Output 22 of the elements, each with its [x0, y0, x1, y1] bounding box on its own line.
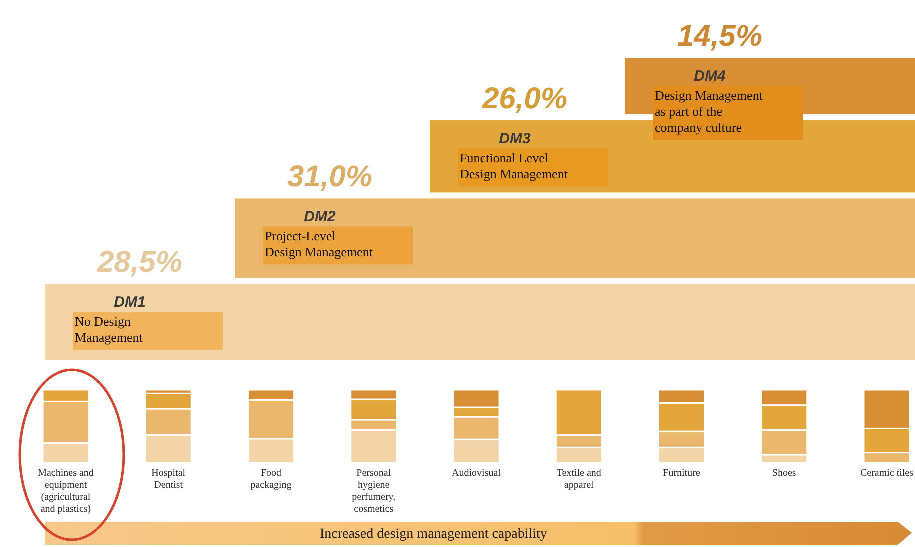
x-tick-label: Personal hygiene perfumery, cosmetics [352, 468, 396, 515]
text: Increased design management capability [320, 527, 548, 542]
x-tick-label: Ceramic tiles [860, 468, 914, 479]
x-tick-label: Audiovisual [452, 468, 502, 479]
x-tick-label: Furniture [663, 468, 701, 479]
data-label: 26,0% [481, 82, 568, 116]
data-label: 14,5% [677, 20, 763, 53]
x-tick-label: Machines and equipment (agricultural and plastics) [38, 468, 94, 515]
x-tick-label: Textile and apparel [556, 468, 602, 491]
x-tick-label: Shoes [772, 468, 796, 479]
category-label: DM1 [114, 294, 146, 312]
category-label: DM2 [304, 208, 336, 226]
category-label: DM4 [694, 68, 726, 85]
text: Project-Level Design Management [265, 228, 374, 260]
text: Design Management as part of the company culture [655, 88, 764, 135]
data-label: 28,5% [96, 246, 183, 280]
category-label: DM3 [499, 130, 532, 148]
text: Functional Level Design Management [460, 150, 568, 182]
data-label: 31,0% [287, 160, 373, 194]
text: No Design Management [75, 314, 144, 346]
x-tick-label: Food packaging [250, 468, 292, 491]
x-tick-label: Hospital Dentist [152, 468, 186, 491]
